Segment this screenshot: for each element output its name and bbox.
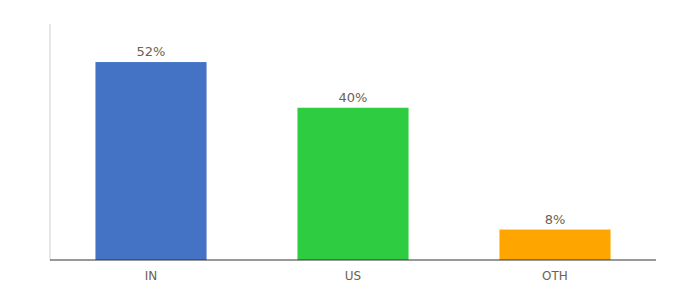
x-tick-label: US bbox=[345, 269, 361, 283]
chart: 52% 40% 8% IN US OTH bbox=[0, 0, 680, 300]
x-tick-label: OTH bbox=[542, 269, 568, 283]
data-label: 52% bbox=[137, 44, 166, 59]
bar bbox=[297, 108, 408, 260]
x-tick-label: IN bbox=[145, 269, 158, 283]
bars bbox=[95, 62, 610, 260]
x-axis-line bbox=[50, 260, 656, 261]
bar bbox=[95, 62, 206, 260]
chart-container: 52% 40% 8% IN US OTH bbox=[0, 0, 680, 300]
y-axis-line bbox=[50, 24, 51, 260]
bar bbox=[499, 230, 610, 260]
data-label: 8% bbox=[545, 212, 566, 227]
data-label: 40% bbox=[339, 90, 368, 105]
